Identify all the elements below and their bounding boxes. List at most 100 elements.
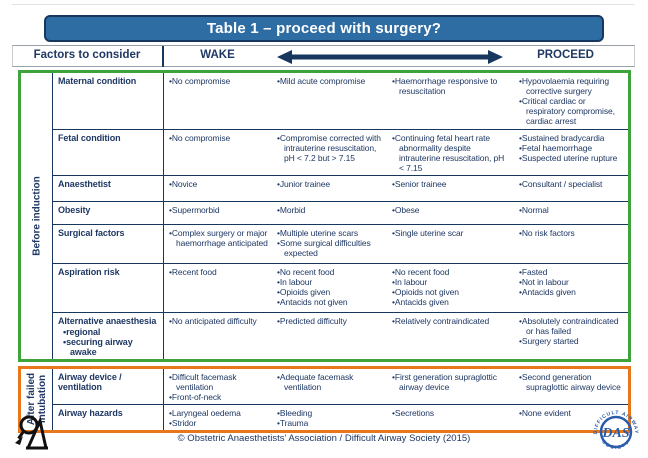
bullet-item: Critical cardiac or respiratory compromi… — [519, 96, 625, 126]
table-banner: Table 1 – proceed with surgery? — [44, 15, 604, 42]
factor-label: Airway hazards — [58, 407, 123, 418]
factor-label: Airway device / ventilation — [58, 371, 122, 393]
bullet-item: Supermorbid — [169, 205, 269, 215]
bullet-item: Not in labour — [519, 277, 625, 287]
table-cell: Difficult facemask ventilationFront-of-n… — [164, 369, 272, 404]
table-cell: Junior trainee — [272, 176, 387, 201]
bullet-item: First generation supraglottic airway dev… — [392, 372, 511, 392]
bullet-item: Haemorrhage responsive to resuscitation — [392, 76, 511, 96]
table-cell: Haemorrhage responsive to resuscitation — [387, 73, 514, 129]
table-cell: Sustained bradycardiaFetal haemorrhageSu… — [514, 130, 628, 175]
table-cell: Mild acute compromise — [272, 73, 387, 129]
svg-text:DAS: DAS — [601, 426, 629, 441]
header-divider-line — [162, 46, 164, 67]
table-row: Aspiration riskRecent foodNo recent food… — [53, 263, 628, 312]
factor-cell: Airway hazards — [53, 404, 164, 430]
table-cell: Single uterine scar — [387, 225, 514, 263]
factor-label: Fetal condition — [58, 133, 121, 143]
bullet-item: Compromise corrected with intrauterine r… — [277, 133, 384, 163]
factor-label: Anaesthetist — [58, 179, 111, 189]
bullet-item: Fetal haemorrhage — [519, 143, 625, 153]
table-cell: FastedNot in labourAntacids given — [514, 264, 628, 312]
factor-cell: Airway device / ventilation — [53, 368, 164, 404]
bullet-item: Some surgical difficulties expected — [277, 238, 384, 258]
table-row: Maternal condition No compromise Mild acut… — [53, 73, 628, 129]
bullet-item: In labour — [392, 277, 511, 287]
factor-cell: Surgical factors — [53, 225, 164, 263]
bullet-item: Secretions — [392, 408, 511, 418]
factor-label: Alternative anaesthesia — [58, 316, 157, 326]
bullet-item: Predicted difficulty — [277, 316, 384, 326]
table-cell: Complex surgery or major haemorrhage ant… — [164, 225, 272, 263]
table-cell: Predicted difficulty — [272, 313, 387, 359]
table-cell: No anticipated difficulty — [164, 313, 272, 359]
bullet-item: Opioids given — [277, 287, 384, 297]
bullet-item: Complex surgery or major haemorrhage ant… — [169, 228, 269, 248]
bullet-item: Antacids given — [392, 297, 511, 307]
bullet-item: Multiple uterine scars — [277, 228, 384, 238]
bullet-item: Front-of-neck — [169, 392, 269, 402]
bullet-item: Surgery started — [519, 336, 625, 346]
bullet-item: Antacids not given — [277, 297, 384, 307]
table-row: Airway hazards Laryngeal oedemaStridor Ble… — [53, 403, 628, 430]
top-divider — [12, 4, 635, 5]
factor-label: Surgical factors — [58, 228, 125, 238]
table-cell: Relatively contraindicated — [387, 313, 514, 359]
section-before-induction: Before induction Maternal condition No com… — [18, 70, 631, 362]
table-row: Alternative anaesthesiaregionalsecuring … — [53, 312, 628, 359]
factor-cell: Maternal condition — [53, 73, 164, 129]
factor-label: Obesity — [58, 205, 91, 215]
bullet-item: No compromise — [169, 133, 269, 143]
table-cell: Consultant / specialist — [514, 176, 628, 201]
table-title: Table 1 – proceed with surgery? — [206, 20, 442, 37]
factor-cell: Fetal condition — [53, 130, 164, 175]
table-cell: Obese — [387, 202, 514, 224]
table-cell: Absolutely contraindicated or has failed… — [514, 313, 628, 359]
bullet-item: No risk factors — [519, 228, 625, 238]
bullet-item: Recent food — [169, 267, 269, 277]
table-cell: Novice — [164, 176, 272, 201]
bullet-item: Absolutely contraindicated or has failed — [519, 316, 625, 336]
bullet-item: Relatively contraindicated — [392, 316, 511, 326]
table-cell: Morbid — [272, 202, 387, 224]
factor-cell: Aspiration risk — [53, 264, 164, 312]
wake-proceed-arrow-icon — [277, 50, 503, 64]
bullet-item: Opioids not given — [392, 287, 511, 297]
table-cell: Normal — [514, 202, 628, 224]
bullet-item: No recent food — [392, 267, 511, 277]
bullet-item: Bleeding — [277, 408, 384, 418]
section-label-strip: After failed intubation — [21, 368, 53, 430]
bullet-item: Mild acute compromise — [277, 76, 384, 86]
bullet-item: None evident — [519, 408, 625, 418]
oaa-logo-icon — [14, 414, 56, 458]
table-cell: No recent foodIn labourOpioids givenAnta… — [272, 264, 387, 312]
bullet-item: Antacids given — [519, 287, 625, 297]
proceed-column-header: PROCEED — [537, 49, 594, 61]
bullet-item: Sustained bradycardia — [519, 133, 625, 143]
copyright-text: © Obstetric Anaesthetists’ Association /… — [177, 433, 471, 444]
factor-cell: Anaesthetist — [53, 176, 164, 201]
column-header-band — [12, 45, 635, 67]
table-cell: Hypovolaemia requiring corrective surger… — [514, 73, 628, 129]
table-row: Anaesthetist Novice Junior trainee Senior t… — [53, 175, 628, 201]
bullet-item: Normal — [519, 205, 625, 215]
table-cell: No recent foodIn labourOpioids not given… — [387, 264, 514, 312]
bullet-item: Stridor — [169, 418, 269, 428]
bullet-item: No anticipated difficulty — [169, 316, 269, 326]
bullet-item: Consultant / specialist — [519, 179, 625, 189]
bullet-item: In labour — [277, 277, 384, 287]
table-cell: Compromise corrected with intrauterine r… — [272, 130, 387, 175]
section-after-failed-intubation: After failed intubation Airway device / ve… — [18, 365, 631, 433]
bullet-item: No compromise — [169, 76, 269, 86]
bullet-item: Senior trainee — [392, 179, 511, 189]
table-cell: Adequate facemask ventilation — [272, 369, 387, 404]
table-cell: None evident — [514, 405, 628, 430]
bullet-item: Novice — [169, 179, 269, 189]
table-cell: Supermorbid — [164, 202, 272, 224]
das-logo-icon: DIFFICULT AIRWAY SOCIETY DAS — [592, 408, 640, 458]
table-cell: Laryngeal oedemaStridor — [164, 405, 272, 430]
table-row: Fetal condition No compromise Compromise c… — [53, 129, 628, 175]
factor-cell: Alternative anaesthesiaregionalsecuring … — [53, 313, 164, 359]
factor-sub-bullet: regional — [63, 327, 160, 337]
bullet-item: Suspected uterine rupture — [519, 153, 625, 163]
